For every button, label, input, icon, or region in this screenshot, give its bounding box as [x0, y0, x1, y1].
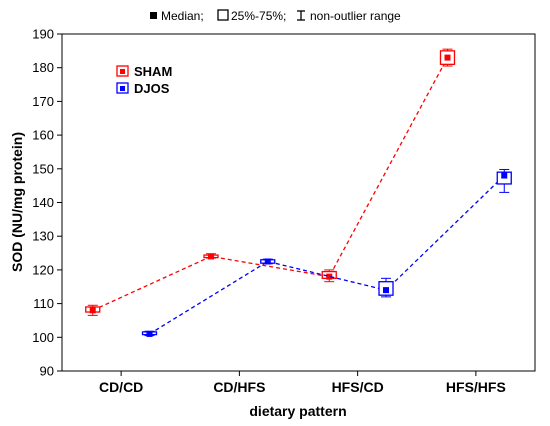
y-tick-label: 170: [32, 94, 54, 109]
y-tick-label: 90: [40, 364, 54, 379]
y-tick-label: 160: [32, 128, 54, 143]
y-tick-label: 180: [32, 60, 54, 75]
y-axis: 90 100 110 120 130 140 150 160 170 180 190: [32, 27, 62, 379]
djos-median-point: [146, 330, 153, 337]
djos-legend-icon: [116, 82, 129, 94]
x-tick-label: HFS/HFS: [446, 379, 506, 395]
sham-median-point: [326, 273, 333, 280]
x-tick-label: CD/CD: [99, 379, 143, 395]
djos-legend-label: DJOS: [134, 81, 170, 96]
y-tick-label: 120: [32, 262, 54, 277]
y-tick-label: 140: [32, 195, 54, 210]
djos-median-point: [264, 258, 271, 265]
y-tick-label: 190: [32, 27, 54, 42]
box-legend-label: 25%-75%;: [231, 9, 286, 23]
x-axis-title: dietary pattern: [249, 403, 346, 419]
series-legend: SHAM DJOS: [116, 64, 172, 96]
y-tick-label: 110: [33, 296, 54, 311]
djos-series: [141, 168, 512, 337]
sham-median-point: [444, 54, 451, 61]
x-tick-label: CD/HFS: [213, 379, 265, 395]
y-tick-label: 130: [32, 229, 54, 244]
median-legend-icon: [150, 12, 157, 19]
x-axis: CD/CD CD/HFS HFS/CD HFS/HFS: [99, 371, 506, 395]
sham-median-point: [89, 307, 96, 314]
sham-median-point: [207, 253, 214, 260]
sham-legend-label: SHAM: [134, 64, 172, 79]
y-tick-label: 150: [32, 161, 54, 176]
sham-series: [85, 48, 456, 316]
series-layer: [85, 48, 512, 337]
djos-median-point: [501, 172, 508, 179]
box-legend-icon: [217, 9, 229, 21]
plot-frame: [61, 33, 536, 372]
sham-median-line: [92, 57, 449, 311]
x-tick-label: HFS/CD: [332, 379, 384, 395]
y-tick-label: 100: [32, 330, 54, 345]
sham-legend-icon: [116, 65, 129, 77]
whisker-legend-icon: [297, 10, 305, 21]
djos-median-line: [149, 175, 505, 335]
djos-median-point: [383, 287, 390, 294]
y-axis-title: SOD (NU/mg protein): [9, 132, 25, 272]
whisker-legend-label: non-outlier range: [310, 9, 401, 23]
median-legend-label: Median;: [161, 9, 204, 23]
top-legend: Median; 25%-75%; non-outlier range: [150, 9, 401, 23]
